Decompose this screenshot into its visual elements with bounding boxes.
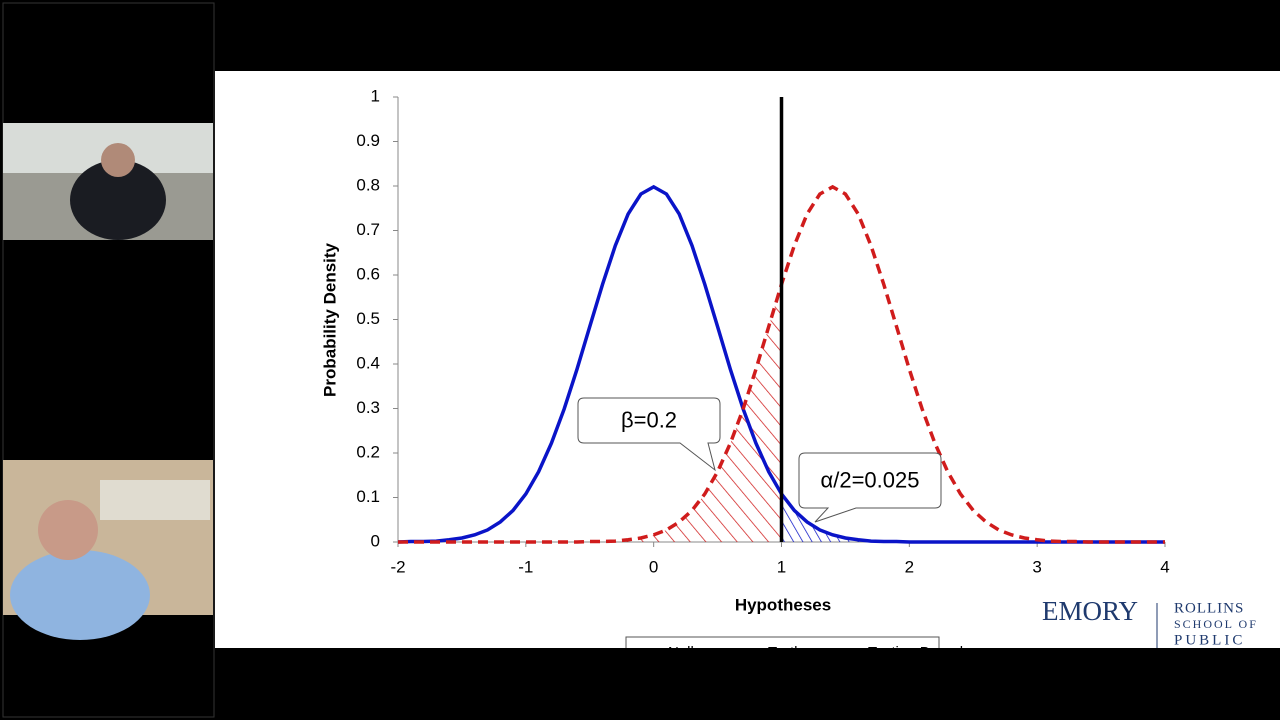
chart: Hypotheses Probability Density EMORY ROL…	[320, 86, 1258, 661]
slide	[215, 71, 1280, 648]
y-tick-label: 0.2	[356, 442, 380, 461]
x-tick-label: 0	[649, 557, 658, 576]
y-tick-label: 1	[371, 86, 380, 105]
y-tick-label: 0.9	[356, 131, 380, 150]
y-tick-label: 0.6	[356, 264, 380, 283]
y-tick-label: 0.7	[356, 220, 380, 239]
y-tick-label: 0.1	[356, 487, 380, 506]
hatch-area	[398, 284, 782, 542]
legend	[625, 636, 940, 648]
logo-name: EMORY	[1042, 596, 1138, 626]
participant-face	[38, 500, 98, 560]
logo-line: SCHOOL OF	[1174, 617, 1258, 631]
participant	[10, 550, 150, 640]
annotation: α/2=0.025	[821, 467, 920, 492]
legend-label: Testing Bound	[868, 644, 963, 661]
x-tick-label: 1	[777, 557, 786, 576]
x-tick-label: 3	[1032, 557, 1041, 576]
x-tick-label: 4	[1160, 557, 1169, 576]
y-tick-label: 0.5	[356, 309, 380, 328]
x-tick-label: -2	[390, 557, 405, 576]
hatch-area	[781, 493, 1165, 542]
y-tick-label: 0	[371, 531, 380, 550]
callout-box	[577, 397, 721, 472]
callout-box	[798, 452, 942, 523]
participant-face	[101, 143, 135, 177]
video-wall	[100, 480, 210, 520]
x-tick-label: 2	[905, 557, 914, 576]
legend-label: Null	[668, 644, 694, 661]
participant	[70, 160, 166, 240]
sidebar	[2, 2, 215, 718]
annotation: β=0.2	[621, 407, 677, 432]
x-axis-label: Hypotheses	[735, 595, 831, 614]
y-tick-label: 0.3	[356, 398, 380, 417]
legend-label: Truth	[768, 644, 802, 661]
logo-line: ROLLINS	[1174, 600, 1244, 616]
y-tick-label: 0.4	[356, 353, 380, 372]
y-tick-label: 0.8	[356, 175, 380, 194]
logo-line: PUBLIC	[1174, 632, 1245, 648]
y-axis-label: Probability Density	[320, 242, 339, 397]
x-tick-label: -1	[518, 557, 533, 576]
